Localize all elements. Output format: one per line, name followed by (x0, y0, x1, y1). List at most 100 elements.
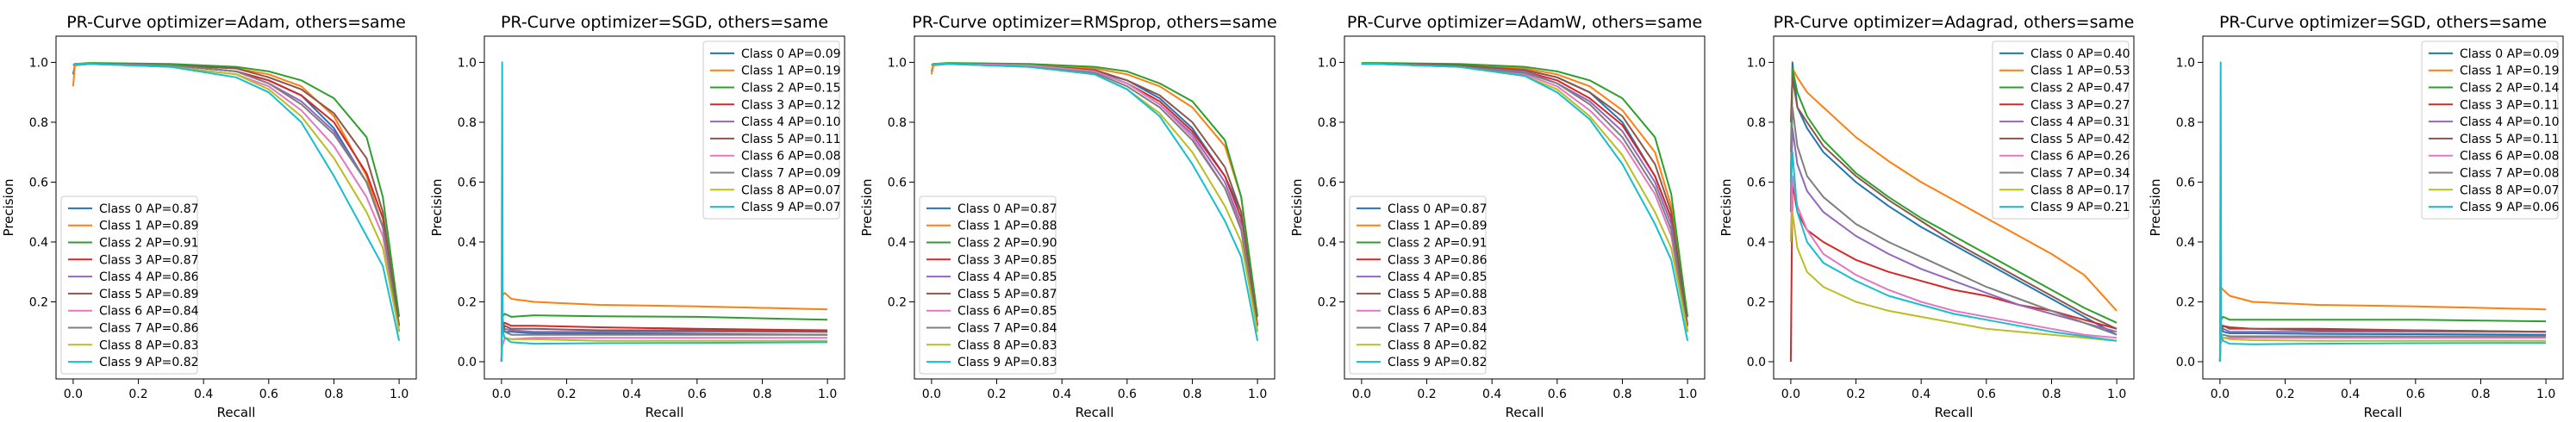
chart-2-legend-label: Class 9 AP=0.83 (957, 356, 1057, 369)
chart-3-series-group (1361, 62, 1689, 341)
chart-4-series-line-class-1 (1789, 67, 2118, 312)
chart-2-legend-label: Class 4 AP=0.85 (957, 270, 1057, 284)
chart-4-ytick-label: 0.6 (1747, 176, 1766, 189)
chart-5-legend-label: Class 7 AP=0.08 (2460, 167, 2560, 181)
chart-1-legend-label: Class 7 AP=0.09 (741, 167, 841, 181)
chart-1-legend-label: Class 6 AP=0.08 (741, 150, 841, 164)
chart-4-ytick-label: 1.0 (1747, 56, 1766, 70)
chart-3-axes-frame (1344, 35, 1706, 380)
chart-4-axes-frame (1773, 35, 2135, 380)
chart-2: PR-Curve optimizer=RMSprop, others=same 0… (859, 13, 1277, 420)
chart-5-legend-box (2421, 40, 2559, 220)
chart-1-ytick-label: 0.4 (458, 236, 477, 250)
chart-5-series-group (2218, 61, 2547, 363)
chart-4-series-line-class-4 (1789, 127, 2118, 333)
chart-1-xtick-label: 0.0 (492, 388, 511, 401)
chart-4-legend-label: Class 7 AP=0.34 (2030, 167, 2130, 181)
chart-3-legend-label: Class 6 AP=0.83 (1388, 305, 1488, 319)
chart-4-xtick-label: 0.6 (1977, 388, 1996, 401)
chart-0-ytick-label: 1.0 (29, 56, 48, 70)
chart-4-series-line-class-9 (1789, 151, 2118, 342)
chart-2-legend-label: Class 7 AP=0.84 (957, 322, 1057, 336)
chart-2-legend-label: Class 1 AP=0.88 (957, 220, 1057, 233)
chart-3-xtick-label: 0.0 (1352, 388, 1371, 401)
chart-0-ytick-label: 0.4 (29, 236, 48, 250)
chart-3-legend-label: Class 5 AP=0.88 (1388, 288, 1488, 301)
chart-1-ytick-label: 1.0 (458, 56, 477, 70)
chart-0-xtick-label: 0.8 (324, 388, 343, 401)
chart-1-legend-label: Class 0 AP=0.09 (741, 47, 841, 61)
chart-5-legend: Class 0 AP=0.09 Class 1 AP=0.19 Class 2 AP… (2421, 40, 2560, 220)
chart-3-series-line-class-9 (1361, 63, 1689, 341)
chart-2-ytick-label: 0.4 (888, 236, 907, 250)
chart-1-ytick-label: 0.8 (458, 116, 477, 130)
chart-3-xlabel: Recall (1506, 405, 1544, 420)
chart-4-ytick-label: 0.0 (1747, 356, 1766, 369)
chart-0-ytick-label: 0.8 (29, 116, 48, 130)
chart-2-ylabel: Precision (859, 179, 875, 237)
chart-2-legend-label: Class 6 AP=0.85 (957, 305, 1057, 319)
chart-1-ylabel: Precision (429, 179, 445, 237)
chart-4-series-line-class-6 (1789, 175, 2118, 339)
chart-3-legend-label: Class 4 AP=0.85 (1388, 270, 1488, 284)
chart-1-legend-label: Class 8 AP=0.07 (741, 183, 841, 197)
chart-1-legend-label: Class 5 AP=0.11 (741, 133, 841, 146)
chart-4-legend-label: Class 2 AP=0.47 (2030, 82, 2130, 96)
chart-5-xtick-label: 0.6 (2406, 388, 2425, 401)
chart-3-xtick-label: 0.6 (1548, 388, 1567, 401)
chart-0-xtick-label: 1.0 (390, 388, 409, 401)
chart-4-title: PR-Curve optimizer=Adagrad, others=same (1774, 13, 2135, 32)
chart-0-series-group (72, 62, 401, 341)
chart-5-legend-label: Class 6 AP=0.08 (2460, 150, 2560, 164)
chart-0-legend-label: Class 1 AP=0.89 (99, 220, 199, 233)
chart-4-xtick-label: 0.8 (2042, 388, 2061, 401)
chart-4-series-group (1789, 61, 2118, 363)
chart-1-xtick-label: 1.0 (818, 388, 837, 401)
chart-4-ytick-label: 0.4 (1747, 236, 1766, 250)
chart-0-xtick-label: 0.2 (128, 388, 147, 401)
chart-0-xtick-label: 0.0 (64, 388, 83, 401)
chart-1-xlabel: Recall (646, 405, 684, 420)
chart-5-legend-label: Class 5 AP=0.11 (2460, 133, 2560, 146)
chart-5-ytick-label: 0.4 (2176, 236, 2195, 250)
chart-2-xtick-label: 0.2 (987, 388, 1006, 401)
chart-4-legend-label: Class 1 AP=0.53 (2030, 65, 2130, 78)
chart-2-ytick-label: 0.2 (888, 295, 907, 309)
chart-3-xtick-label: 0.2 (1417, 388, 1436, 401)
chart-2-series-line-class-9 (931, 63, 1259, 341)
chart-5-xtick-label: 1.0 (2536, 388, 2555, 401)
chart-5-ytick-label: 1.0 (2176, 56, 2195, 70)
chart-1-title: PR-Curve optimizer=SGD, others=same (501, 13, 828, 32)
chart-1-axes-frame (483, 35, 845, 380)
chart-0-ytick-label: 0.6 (29, 176, 48, 189)
chart-1-series-line-class-9 (500, 61, 828, 363)
chart-3-xtick-label: 0.4 (1482, 388, 1501, 401)
chart-3-ytick-label: 0.8 (1318, 116, 1337, 130)
chart-3-ytick-label: 1.0 (1318, 56, 1337, 70)
chart-1-legend-label: Class 1 AP=0.19 (741, 65, 841, 78)
chart-2-axes-frame (914, 35, 1276, 380)
chart-4-legend-label: Class 5 AP=0.42 (2030, 133, 2130, 146)
chart-0-legend-label: Class 0 AP=0.87 (99, 202, 199, 216)
chart-3: PR-Curve optimizer=AdamW, others=same 0.0… (1289, 13, 1706, 420)
chart-5-legend-label: Class 3 AP=0.11 (2460, 98, 2560, 112)
chart-5: PR-Curve optimizer=SGD, others=same 0.0 0.… (2148, 13, 2564, 420)
chart-1-ytick-label: 0.6 (458, 176, 477, 189)
chart-4-series-line-class-5 (1789, 76, 2118, 330)
chart-1-xtick-label: 0.4 (622, 388, 641, 401)
chart-5-ytick-label: 0.8 (2176, 116, 2195, 130)
chart-1-series-group (500, 61, 828, 363)
chart-5-ytick-label: 0.0 (2176, 356, 2195, 369)
chart-2-series-group (930, 62, 1259, 341)
chart-1-xtick-label: 0.8 (752, 388, 771, 401)
chart-5-axes-frame (2202, 35, 2564, 380)
chart-2-legend-label: Class 5 AP=0.87 (957, 288, 1057, 301)
chart-3-legend-label: Class 7 AP=0.84 (1388, 322, 1488, 336)
chart-2-ytick-label: 0.8 (888, 116, 907, 130)
chart-2-xtick-label: 0.8 (1182, 388, 1201, 401)
chart-5-legend-label: Class 2 AP=0.14 (2460, 82, 2560, 96)
chart-4-legend-label: Class 6 AP=0.26 (2030, 150, 2130, 164)
chart-0-series-line-class-9 (72, 63, 401, 341)
chart-4-xtick-label: 1.0 (2107, 388, 2126, 401)
